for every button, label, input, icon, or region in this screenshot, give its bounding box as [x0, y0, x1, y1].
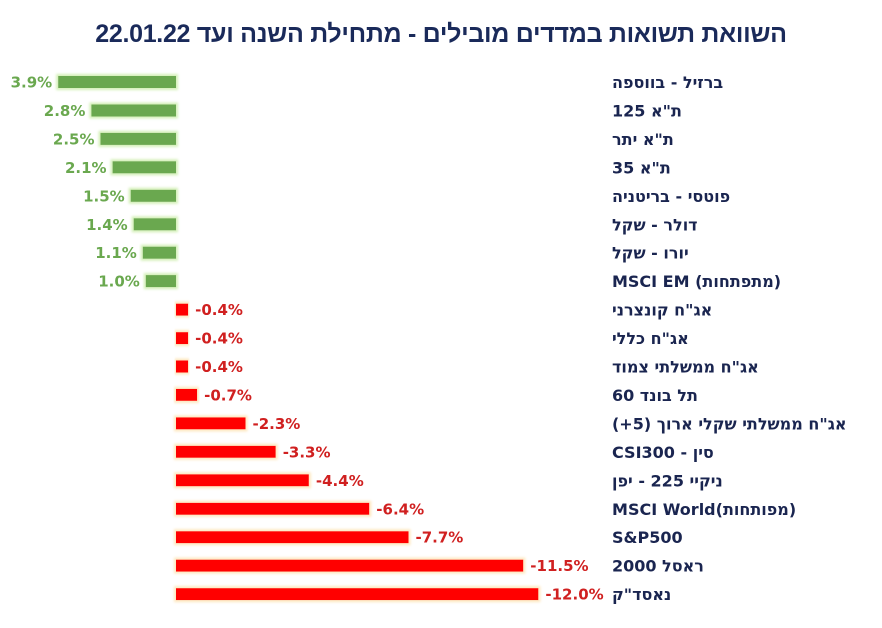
- value-label-13: -3.3%: [283, 443, 331, 461]
- bar-15: [176, 502, 370, 515]
- value-label-16: -7.7%: [416, 529, 464, 547]
- bar-3: [112, 161, 176, 174]
- value-label-9: -0.4%: [195, 330, 243, 348]
- bars-layer: [58, 76, 539, 601]
- value-labels-layer: 3.9% 2.8% 2.5% 2.1% 1.5% 1.4% 1.1% 1.0% -0.4% -0.…: [11, 74, 604, 604]
- value-label-6: 1.1%: [95, 244, 137, 262]
- value-label-8: -0.4%: [195, 301, 243, 319]
- value-label-3: 2.1%: [65, 159, 107, 177]
- category-label-16: S&P500: [612, 528, 683, 547]
- category-label-7: MSCI EM (מתפתחות): [612, 272, 781, 291]
- value-label-15: -6.4%: [376, 500, 424, 518]
- value-label-7: 1.0%: [98, 273, 140, 291]
- category-label-6: יורו - שקל: [612, 244, 689, 263]
- bar-5: [133, 218, 176, 231]
- value-label-1: 2.8%: [44, 102, 86, 120]
- value-label-11: -0.7%: [204, 386, 252, 404]
- bar-14: [176, 474, 309, 487]
- bar-6: [142, 246, 176, 259]
- bar-12: [176, 417, 246, 430]
- category-label-8: אג"ח קונצרני: [612, 301, 712, 320]
- value-label-18: -12.0%: [545, 586, 603, 604]
- category-label-5: דולר - שקל: [612, 215, 698, 234]
- value-label-10: -0.4%: [195, 358, 243, 376]
- category-label-10: אג"ח ממשלתי צמוד: [612, 358, 759, 377]
- bar-16: [176, 531, 409, 544]
- bar-7: [145, 275, 176, 288]
- value-label-0: 3.9%: [11, 74, 53, 92]
- category-labels-layer: ברזיל - בווספה ת"א 125 ת"א יתר ת"א 35 פוטסי …: [612, 73, 847, 604]
- bar-8: [176, 303, 189, 316]
- category-label-3: ת"א 35: [612, 158, 671, 177]
- bar-0: [58, 76, 177, 88]
- bar-4: [130, 189, 176, 202]
- value-label-17: -11.5%: [530, 557, 588, 575]
- category-label-1: ת"א 125: [612, 102, 682, 121]
- category-label-9: אג"ח כללי: [612, 329, 689, 348]
- bar-13: [176, 445, 276, 458]
- value-label-12: -2.3%: [253, 415, 301, 433]
- bar-17: [176, 559, 524, 572]
- category-label-14: ניקיי 225 - יפן: [612, 471, 723, 490]
- bar-9: [176, 332, 189, 345]
- category-label-18: נאסד"ק: [612, 585, 671, 604]
- chart-title: השוואת תשואות במדדים מובילים - מתחילת הש…: [95, 20, 787, 48]
- bar-10: [176, 360, 189, 373]
- category-label-12: אג"ח ממשלתי שקלי ארוך (5+): [612, 414, 847, 433]
- category-label-2: ת"א יתר: [612, 130, 674, 149]
- value-label-4: 1.5%: [83, 187, 125, 205]
- value-label-14: -4.4%: [316, 472, 364, 490]
- category-label-4: פוטסי - בריטניה: [612, 187, 730, 206]
- category-label-0: ברזיל - בווספה: [612, 73, 723, 92]
- category-label-13: סין - CSI300: [612, 443, 714, 462]
- category-label-15: MSCI World(מפותחות): [612, 500, 796, 519]
- value-label-2: 2.5%: [53, 130, 95, 148]
- bar-1: [91, 104, 176, 117]
- value-label-5: 1.4%: [86, 216, 128, 234]
- bar-2: [100, 132, 176, 145]
- bar-11: [176, 388, 198, 401]
- bar-18: [176, 588, 539, 601]
- category-label-17: ראסל 2000: [612, 557, 704, 576]
- category-label-11: תל בונד 60: [612, 386, 698, 405]
